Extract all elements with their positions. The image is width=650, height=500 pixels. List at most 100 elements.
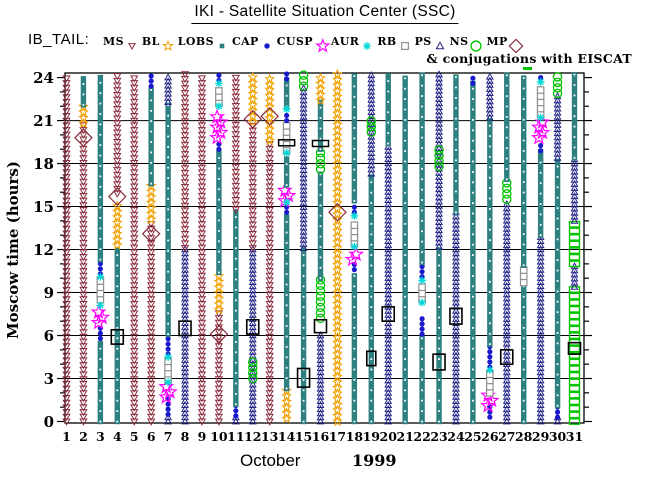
legend-item-RB: RB: [377, 33, 413, 53]
day-markers-7: [164, 353, 172, 386]
day-column-27: [502, 72, 512, 425]
day-markers-6: [141, 224, 161, 244]
legend-label: RB: [377, 35, 397, 48]
day-markers-22: [418, 276, 426, 307]
filled-circle-icon: [263, 43, 270, 49]
day-column-17: [331, 68, 343, 427]
open-star-large-icon: [315, 38, 330, 53]
day-label: 22: [413, 429, 430, 444]
day-column-26: [480, 72, 500, 420]
ytick-label: 18: [33, 155, 54, 173]
day-columns: [62, 68, 582, 427]
legend-item-MS: MS: [103, 33, 141, 53]
day-column-19: [367, 70, 376, 425]
open-triangle-down-icon: [127, 43, 136, 51]
day-markers-15: [296, 367, 311, 388]
day-markers-24: [449, 307, 463, 325]
day-label: 27: [498, 429, 515, 444]
ytick-label: 12: [33, 241, 54, 259]
symbol-legend: MS BL LOBS CAP CUSP AUR RB PS NS MP: [103, 33, 526, 53]
day-column-18: [344, 73, 365, 425]
eiscat-conjugation-note: & conjugations with EISCAT: [426, 51, 632, 66]
day-label: 7: [164, 429, 173, 444]
open-star-icon: [161, 39, 174, 51]
day-markers-19: [365, 116, 377, 367]
day-label: 29: [532, 429, 549, 444]
day-label: 10: [210, 429, 228, 444]
day-markers-14: [277, 105, 296, 207]
day-markers-23: [432, 145, 446, 371]
legend-item-LOBS: LOBS: [178, 33, 231, 53]
day-column-5: [130, 75, 139, 426]
day-label: 1: [62, 429, 71, 444]
day-column-4: [111, 73, 123, 425]
legend-item-BL: BL: [142, 33, 177, 53]
day-markers-18: [350, 211, 359, 251]
asterisk-icon: [363, 42, 372, 50]
day-markers-20: [381, 306, 396, 322]
day-column-29: [530, 74, 551, 425]
day-column-31: [568, 71, 581, 425]
day-label: 23: [430, 429, 447, 444]
day-column-7: [158, 73, 178, 425]
day-column-30: [552, 72, 563, 425]
filled-square-icon: [219, 43, 225, 49]
page-title: IKI - Satellite Situation Center (SSC): [191, 3, 459, 24]
day-markers-27: [499, 349, 514, 365]
day-label: 5: [130, 429, 139, 444]
y-axis-label: Moscow time (hours): [4, 161, 22, 339]
day-column-6: [145, 73, 157, 426]
day-markers-26: [485, 366, 494, 374]
day-column-28: [519, 75, 528, 425]
day-label: 21: [396, 429, 413, 444]
legend-item-CUSP: CUSP: [277, 33, 330, 53]
legend-label: LOBS: [177, 35, 214, 48]
legend-label: NS: [449, 35, 469, 48]
day-markers-31: [567, 341, 582, 355]
day-column-24: [452, 74, 460, 425]
day-column-23: [435, 70, 443, 425]
day-markers-13: [260, 106, 280, 126]
legend-label: PS: [414, 35, 432, 48]
day-label: 24: [447, 429, 465, 444]
ytick-label: 9: [44, 284, 54, 302]
legend-label: CUSP: [276, 35, 313, 48]
day-markers-3: [96, 272, 105, 310]
ytick-label: 21: [33, 112, 54, 130]
day-markers-12: [243, 109, 263, 384]
open-triangle-up-icon: [435, 41, 445, 50]
day-column-20: [384, 73, 393, 425]
ytick-label: 24: [33, 69, 54, 87]
day-label: 13: [261, 429, 278, 444]
day-label: 17: [329, 429, 346, 444]
day-column-3: [90, 74, 111, 425]
x-axis-year-label: 1999: [352, 451, 397, 470]
day-column-13: [264, 73, 276, 426]
day-label: 8: [181, 429, 190, 444]
dataset-label: IB_TAIL:: [28, 31, 90, 48]
day-label: 9: [198, 429, 207, 444]
day-column-2: [77, 76, 89, 426]
day-column-25: [470, 75, 476, 425]
open-circle-icon: [470, 40, 483, 52]
legend-label: BL: [141, 35, 160, 48]
legend-label: MS: [103, 35, 124, 48]
day-label: 6: [147, 429, 156, 444]
day-label: 16: [312, 429, 330, 444]
day-markers-8: [178, 320, 192, 337]
day-label: 28: [515, 429, 533, 444]
legend-item-CAP: CAP: [232, 33, 276, 53]
ytick-label: 6: [44, 327, 54, 345]
day-column-15: [298, 70, 309, 425]
day-label: 2: [79, 429, 88, 444]
day-label: 4: [113, 429, 122, 444]
day-column-14: [276, 71, 297, 424]
day-column-11: [231, 74, 241, 425]
day-label: 15: [295, 429, 312, 444]
day-label: 11: [227, 429, 244, 444]
day-column-12: [247, 71, 259, 425]
day-column-8: [180, 71, 190, 425]
day-label: 26: [481, 429, 499, 444]
